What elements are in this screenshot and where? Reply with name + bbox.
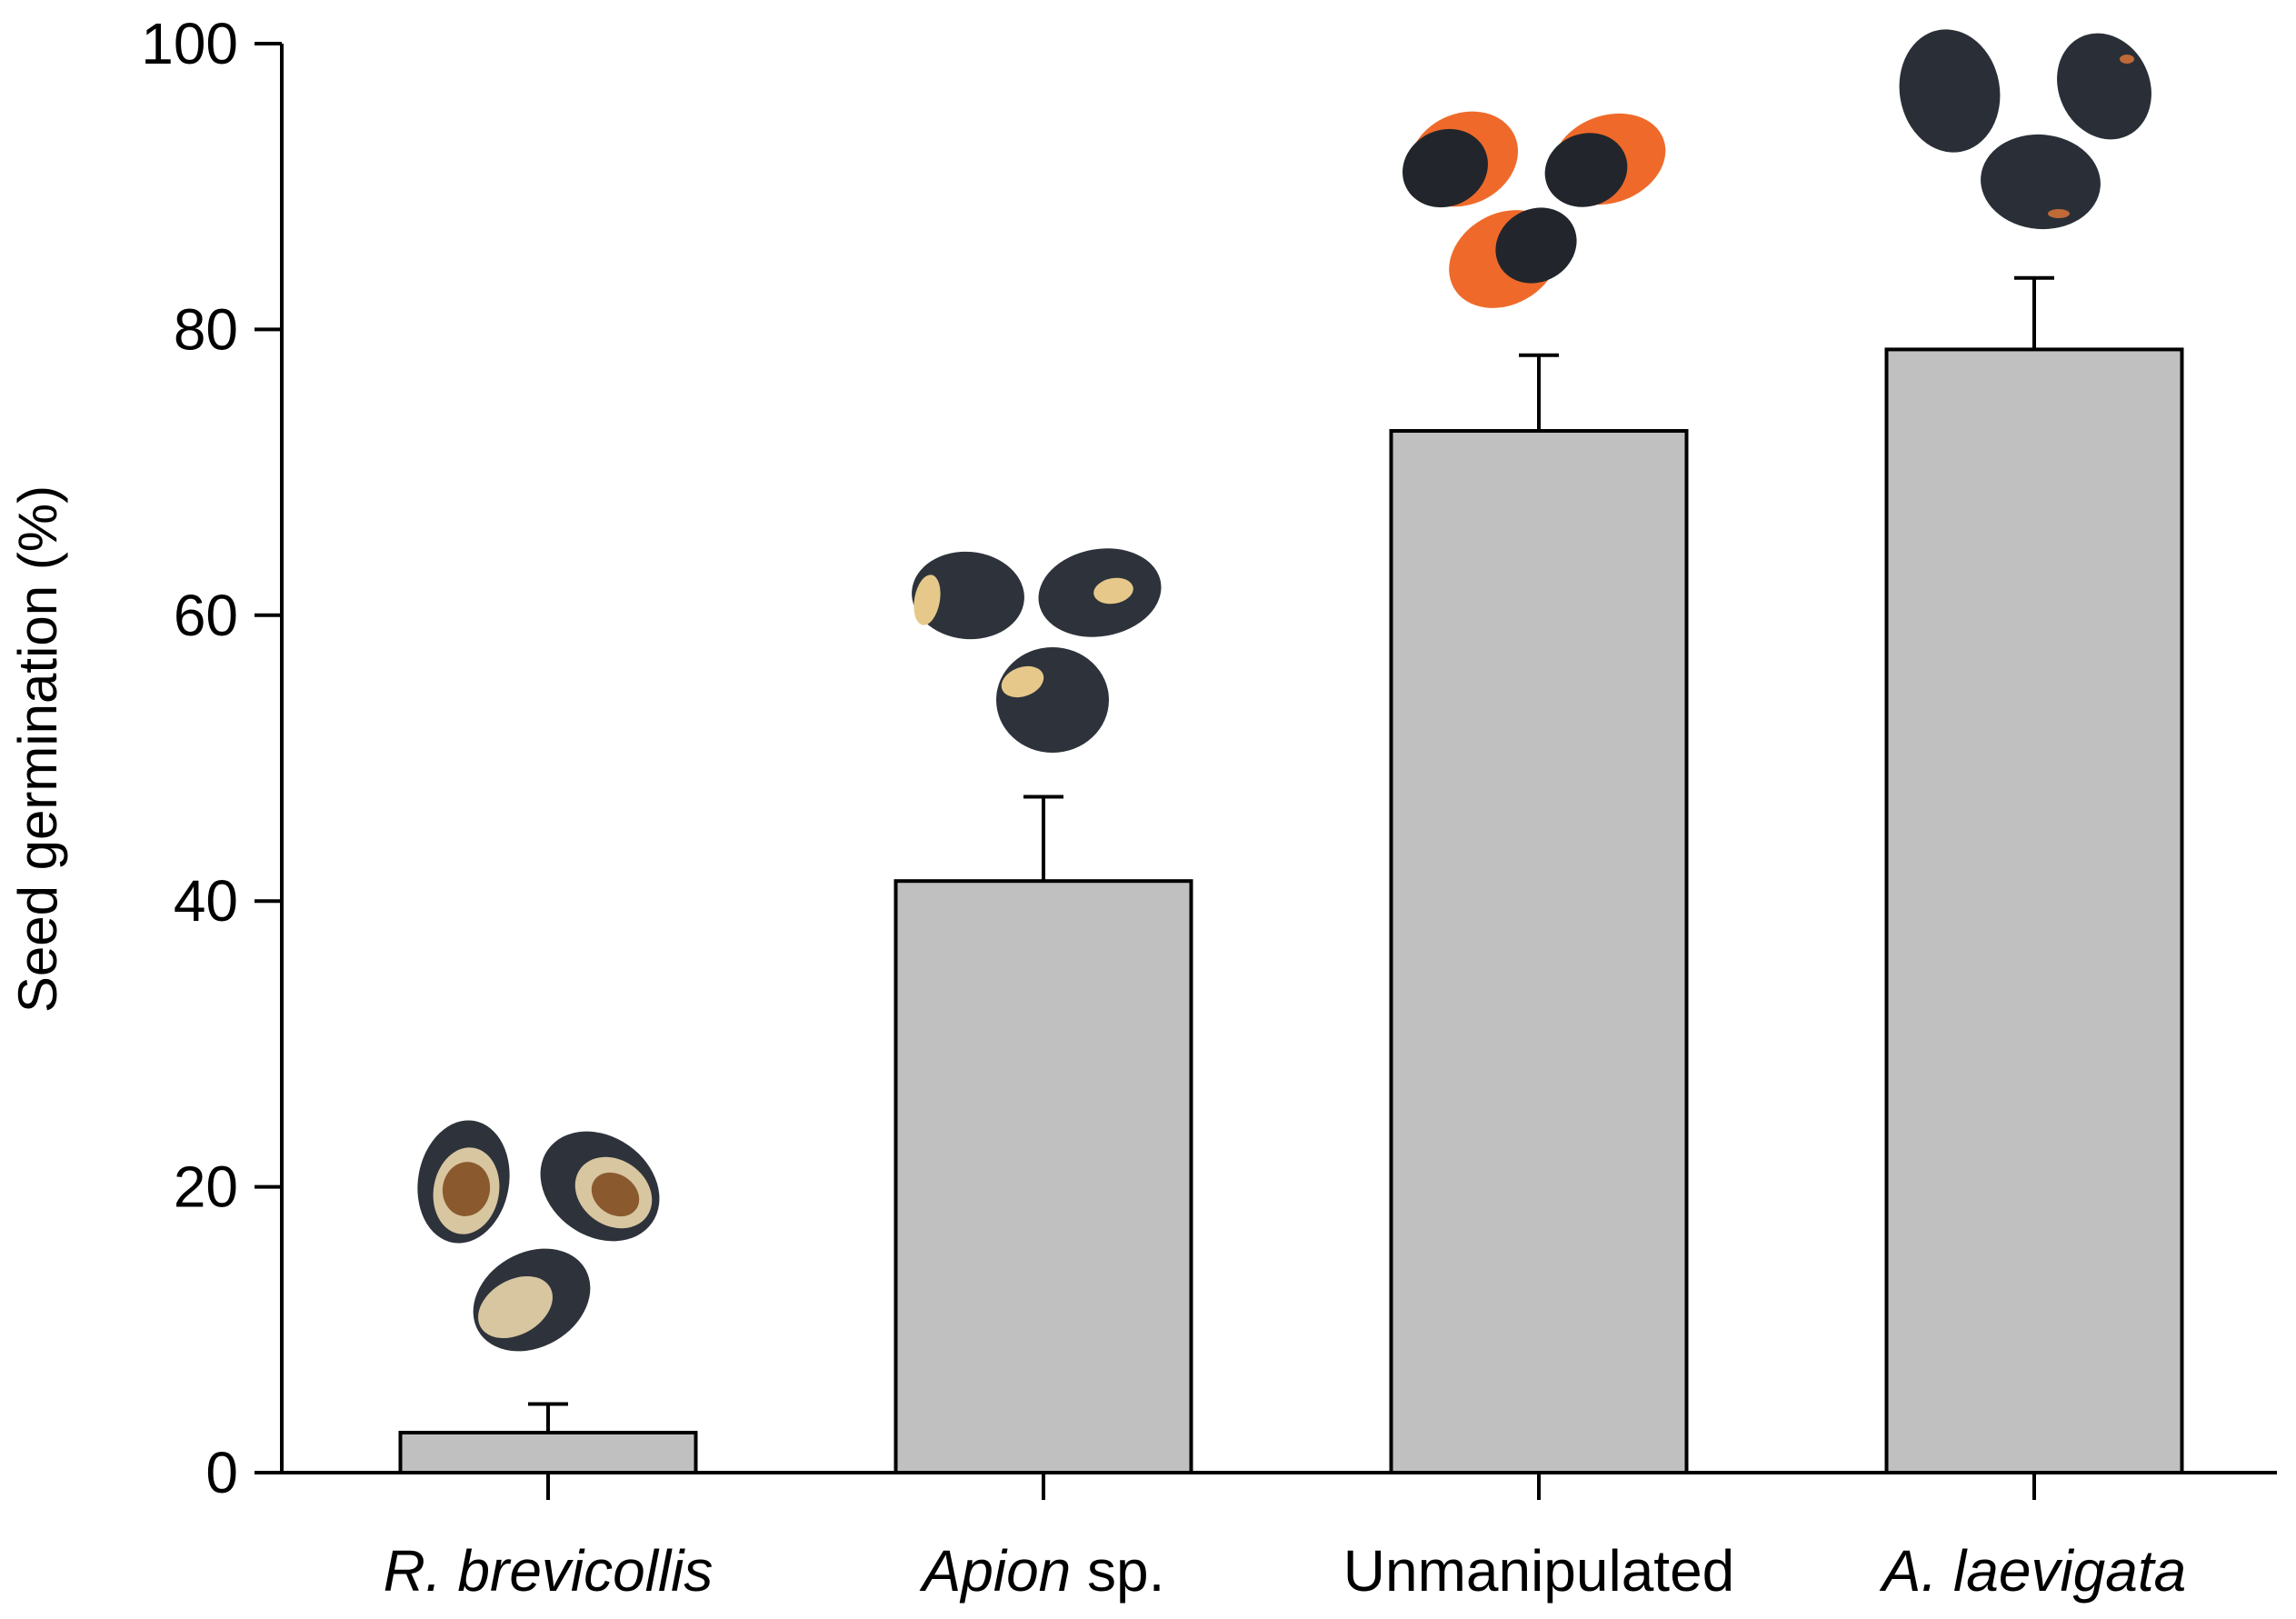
seed-image: [912, 548, 1162, 753]
seed-cavity-shade: [591, 1172, 640, 1217]
seed-mark: [2048, 209, 2070, 218]
seed: [1495, 207, 1577, 284]
seed-cavity-shade: [442, 1162, 491, 1216]
x-tick-label-part: Unmanipulated: [1343, 1538, 1735, 1604]
y-axis: 0 20 40 60 80 100: [141, 11, 284, 1505]
bar: [1389, 429, 1689, 1475]
seed-image: [1899, 29, 2151, 230]
x-tick-label-part: sp.: [1071, 1538, 1164, 1604]
x-tick-label: R. brevicollis: [384, 1538, 714, 1604]
x-tick-label: A. laevigata: [1879, 1538, 2186, 1604]
seed: [1544, 133, 1628, 207]
x-tick-label-part: A. laevigata: [1879, 1538, 2186, 1604]
seed-damage: [913, 575, 941, 625]
y-tick-label: 40: [174, 868, 238, 934]
seed: [912, 551, 1024, 640]
seed-image: [1403, 111, 1666, 308]
y-tick-label: 0: [205, 1440, 238, 1505]
seed: [2057, 33, 2151, 140]
bar: [398, 1430, 698, 1475]
y-tick-label: 100: [141, 11, 238, 76]
seed: [1899, 29, 2001, 153]
bars: [398, 275, 2184, 1475]
seed-illustrations: [417, 29, 2151, 1352]
seed-image: [417, 1120, 660, 1352]
x-tick-label-part: Apion: [919, 1538, 1072, 1604]
x-tick-label: Apion sp.: [919, 1538, 1165, 1604]
seed-cavity: [478, 1275, 553, 1339]
seed: [1981, 134, 2101, 230]
x-tick-label-part: R. brevicollis: [384, 1538, 714, 1604]
y-tick-label: 80: [174, 296, 238, 362]
seed-mark: [2120, 55, 2134, 64]
x-tick-label: Unmanipulated: [1343, 1538, 1735, 1604]
y-axis-title: Seed germination (%): [7, 485, 68, 1013]
y-tick-label: 20: [174, 1154, 238, 1220]
bar: [893, 879, 1193, 1474]
y-tick-label: 60: [174, 583, 238, 648]
bar: [1884, 347, 2184, 1475]
seed-damage: [1001, 665, 1044, 698]
seed: [1403, 128, 1488, 208]
seed-damage: [1093, 577, 1133, 605]
x-axis: R. brevicollis Apion sp. Unmanipulated A. l…: [282, 1471, 2277, 1604]
seed: [996, 647, 1109, 753]
